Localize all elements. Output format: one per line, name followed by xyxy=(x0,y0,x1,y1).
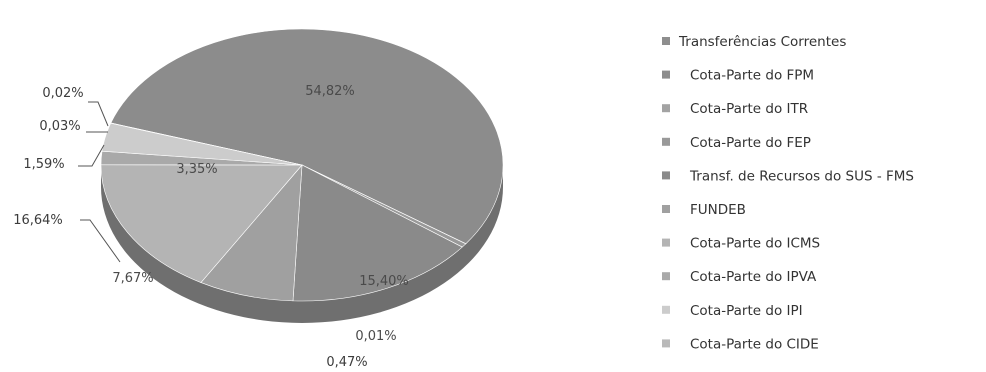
legend-label: Cota-Parte do FPM xyxy=(690,68,814,84)
slice-label-transf-de-recursos-do-sus-fms: 15,40% xyxy=(359,274,409,289)
legend-swatch xyxy=(662,70,670,79)
legend-label: Cota-Parte do FEP xyxy=(690,135,811,151)
legend-swatch xyxy=(662,305,670,314)
legend-label: FUNDEB xyxy=(690,202,746,218)
leader-line xyxy=(78,144,105,167)
pie-side xyxy=(101,165,503,323)
pie-labels: 54,82% 0,01% 0,47% 15,40% 7,67% 16,64% 1,59% 3,… xyxy=(13,84,409,370)
pie-slice-transf-de-recursos-do-sus-fms xyxy=(292,164,463,302)
legend-item-cota-parte-do-fpm: Cota-Parte do FPM xyxy=(662,68,814,84)
slice-label-cota-parte-do-fep: 0,47% xyxy=(326,355,367,370)
slice-label-extra: 0,02% xyxy=(42,86,83,101)
legend-swatch xyxy=(662,238,670,247)
leader-line xyxy=(88,101,109,127)
legend-swatch xyxy=(662,171,670,180)
pie-slice-cota-parte-do-fpm xyxy=(110,28,504,245)
legend-item-transf-de-recursos-do-sus-fms: Transf. de Recursos do SUS - FMS xyxy=(662,168,914,184)
slice-label-cota-parte-do-ipi: 3,35% xyxy=(176,162,217,177)
legend-label: Cota-Parte do CIDE xyxy=(690,336,819,352)
slice-label-cota-parte-do-ipva: 1,59% xyxy=(23,157,64,172)
legend-label: Transf. de Recursos do SUS - FMS xyxy=(689,168,914,184)
pie-slice-fundeb xyxy=(200,164,303,302)
pie-slice-cota-parte-do-icms xyxy=(100,164,303,283)
legend-swatch xyxy=(662,104,670,113)
legend-swatch xyxy=(662,37,670,45)
pie-top-layer xyxy=(100,28,504,302)
slice-label-cota-parte-do-fpm: 54,82% xyxy=(305,84,355,99)
legend-label: Cota-Parte do IPVA xyxy=(690,269,817,285)
legend-label: Cota-Parte do IPI xyxy=(690,303,803,319)
legend-swatch xyxy=(662,339,670,348)
legend-swatch xyxy=(662,272,670,281)
leader-line xyxy=(80,219,121,263)
legend-item-cota-parte-do-ipva: Cota-Parte do IPVA xyxy=(662,269,817,285)
legend-item-cota-parte-do-icms: Cota-Parte do ICMS xyxy=(662,236,820,252)
legend-item-cota-parte-do-itr: Cota-Parte do ITR xyxy=(662,101,808,117)
slice-label-cota-parte-do-icms: 16,64% xyxy=(13,213,63,228)
slice-label-fundeb: 7,67% xyxy=(112,271,153,286)
legend-swatch xyxy=(662,205,670,213)
legend-item-transferencias-correntes: Transferências Correntes xyxy=(662,34,846,50)
legend-label: Transferências Correntes xyxy=(678,34,846,50)
legend-item-cota-parte-do-fep: Cota-Parte do FEP xyxy=(662,135,811,151)
slice-label-cota-parte-do-cide: 0,03% xyxy=(39,119,80,134)
legend-item-fundeb: FUNDEB xyxy=(662,202,746,218)
legend: Transferências Correntes Cota-Parte do FP… xyxy=(662,34,914,352)
slice-label-cota-parte-do-itr: 0,01% xyxy=(355,329,396,344)
pie-slice-cota-parte-do-cide xyxy=(110,122,303,166)
legend-item-cota-parte-do-cide: Cota-Parte do CIDE xyxy=(662,336,819,352)
legend-label: Cota-Parte do ICMS xyxy=(690,236,820,252)
legend-label: Cota-Parte do ITR xyxy=(690,101,808,117)
pie-depth-layer xyxy=(101,165,503,323)
legend-swatch xyxy=(662,137,670,146)
legend-item-cota-parte-do-ipi: Cota-Parte do IPI xyxy=(662,303,803,319)
